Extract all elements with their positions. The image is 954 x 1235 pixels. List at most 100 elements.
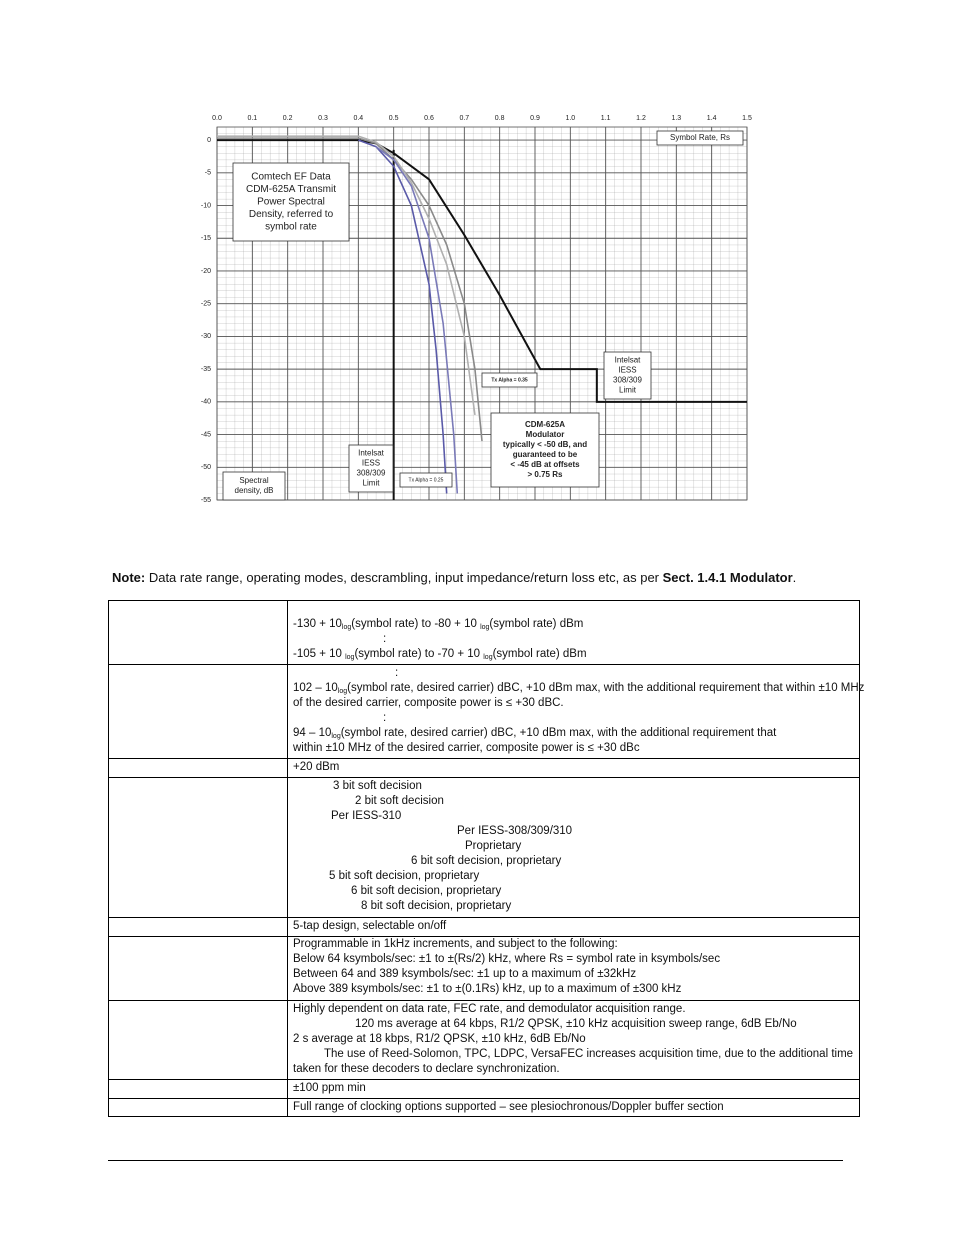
annotation-text: Intelsat: [358, 449, 385, 458]
spectral-chart: 0.0 0.1 0.2 0.3 0.4 0.5 0.6 0.7 0.8 0.9 1.0 1.1 1.2 1…: [192, 113, 757, 504]
y-tick-label: -30: [201, 333, 211, 340]
annotation-text: Symbol Rate, Rs: [670, 133, 730, 142]
text-run: Programmable in 1kHz increments, and sub…: [293, 938, 618, 950]
annotation-text: IESS: [362, 459, 380, 468]
y-tick-label: 0: [207, 137, 211, 144]
text-run: 5 bit soft decision, proprietary: [329, 870, 480, 882]
annotation-text: < -45 dB at offsets: [510, 460, 580, 469]
subscript: log: [331, 733, 341, 740]
footer-rule: [108, 1160, 843, 1161]
text-run: (symbol rate) to -70 + 10: [354, 648, 484, 660]
cell-text: of the desired carrier, composite power …: [293, 696, 564, 711]
y-tick-label: -35: [201, 366, 211, 373]
annotation-text: typically < -50 dB, and: [503, 440, 587, 449]
cell-text: 8 bit soft decision, proprietary: [361, 899, 511, 914]
cell-text: Below 64 ksymbols/sec: ±1 to ±(Rs/2) kHz…: [293, 952, 720, 967]
text-run: +20 dBm: [293, 761, 340, 773]
annotation-text: density, dB: [235, 486, 274, 495]
cell-text: Between 64 and 389 ksymbols/sec: ±1 up t…: [293, 967, 636, 982]
text-run: :: [383, 712, 387, 724]
cell-text: 6 bit soft decision, proprietary: [351, 884, 501, 899]
annotation-text: Spectral: [239, 476, 269, 485]
x-tick-label: 0.6: [424, 115, 434, 122]
text-run: -105 + 10: [293, 648, 346, 660]
annotation-text: Power Spectral: [257, 197, 325, 208]
series-line: [358, 139, 448, 494]
cell-text: taken for these decoders to declare sync…: [293, 1062, 560, 1077]
cell-text: The use of Reed-Solomon, TPC, LDPC, Vers…: [324, 1047, 853, 1062]
table-rule: [287, 600, 288, 1117]
text-run: ±100 ppm min: [293, 1082, 366, 1094]
text-run: 94 – 10: [293, 727, 332, 739]
annotation-text: guaranteed to be: [513, 450, 578, 459]
x-tick-label: 1.2: [636, 115, 646, 122]
y-tick-label: -20: [201, 268, 211, 275]
annotation-box: [232, 162, 350, 242]
cell-text: Per IESS-310: [331, 809, 401, 824]
cell-text: 2 s average at 18 kbps, R1/2 QPSK, ±10 k…: [293, 1032, 586, 1047]
text-run: (symbol rate, desired carrier) dBC, +10 …: [347, 682, 865, 694]
x-tick-label: 1.1: [601, 115, 611, 122]
x-tick-label: 0.8: [495, 115, 505, 122]
x-tick-label: 0.0: [212, 115, 222, 122]
annotation-text: > 0.75 Rs: [528, 470, 563, 479]
text-run: within ±10 MHz of the desired carrier, c…: [293, 742, 640, 754]
text-run: Highly dependent on data rate, FEC rate,…: [293, 1003, 686, 1015]
cell-text: ±100 ppm min: [293, 1081, 366, 1096]
text-run: -130 + 10: [293, 618, 342, 630]
x-tick-label: 1.5: [742, 115, 752, 122]
table-rule: [108, 1079, 860, 1080]
annotation: Tx Alpha = 0.25: [399, 472, 453, 488]
y-tick-label: -55: [201, 497, 211, 504]
annotation-box: [490, 412, 600, 488]
x-tick-label: 1.3: [671, 115, 681, 122]
text-run: 6 bit soft decision, proprietary: [411, 855, 562, 867]
cell-text: Highly dependent on data rate, FEC rate,…: [293, 1002, 686, 1017]
series-line: [217, 135, 476, 416]
table-rule: [108, 936, 860, 937]
text-run: Full range of clocking options supported…: [293, 1101, 724, 1113]
note-text: Data rate range, operating modes, descra…: [145, 570, 663, 585]
text-run: of the desired carrier, composite power …: [293, 697, 564, 709]
x-tick-label: 0.4: [353, 115, 363, 122]
annotation-text: 308/309: [357, 469, 386, 478]
cell-text: 2 bit soft decision: [355, 794, 444, 809]
subscript: log: [345, 654, 355, 661]
annotation: Symbol Rate, Rs: [656, 130, 744, 146]
x-tick-label: 0.5: [389, 115, 399, 122]
table-rule: [108, 1116, 860, 1117]
annotation-text: Intelsat: [615, 356, 642, 365]
text-run: Between 64 and 389 ksymbols/sec: ±1 up t…: [293, 968, 637, 980]
text-run: The use of Reed-Solomon, TPC, LDPC, Vers…: [324, 1048, 854, 1060]
cell-text: 5 bit soft decision, proprietary: [329, 869, 479, 884]
table-rule: [108, 600, 109, 1117]
cell-text: +20 dBm: [293, 760, 339, 775]
note-ref: Sect. 1.4.1 Modulator: [662, 570, 793, 585]
text-run: Proprietary: [465, 840, 522, 852]
text-run: Per IESS-308/309/310: [457, 825, 573, 837]
text-run: (symbol rate) dBm: [489, 618, 584, 630]
text-run: 8 bit soft decision, proprietary: [361, 900, 512, 912]
y-tick-label: -5: [205, 170, 211, 177]
text-run: (symbol rate) dBm: [492, 648, 587, 660]
series-line: [217, 137, 483, 442]
text-run: Below 64 ksymbols/sec: ±1 to ±(Rs/2) kHz…: [293, 953, 721, 965]
cell-text: Proprietary: [465, 839, 521, 854]
cell-text: -130 + 10log(symbol rate) to -80 + 10 lo…: [293, 617, 583, 635]
text-run: 2 bit soft decision: [355, 795, 444, 807]
annotation-text: CDM-625A Transmit: [246, 184, 336, 195]
table-rule: [108, 917, 860, 918]
annotation-text: Tx Alpha = 0.25: [409, 477, 444, 483]
text-run: 102 – 10: [293, 682, 338, 694]
annotation-box: [399, 472, 453, 488]
cell-text: 94 – 10log(symbol rate, desired carrier)…: [293, 726, 776, 744]
table-rule: [108, 777, 860, 778]
cell-text: 120 ms average at 64 kbps, R1/2 QPSK, ±1…: [355, 1017, 797, 1032]
y-tick-label: -25: [201, 301, 211, 308]
